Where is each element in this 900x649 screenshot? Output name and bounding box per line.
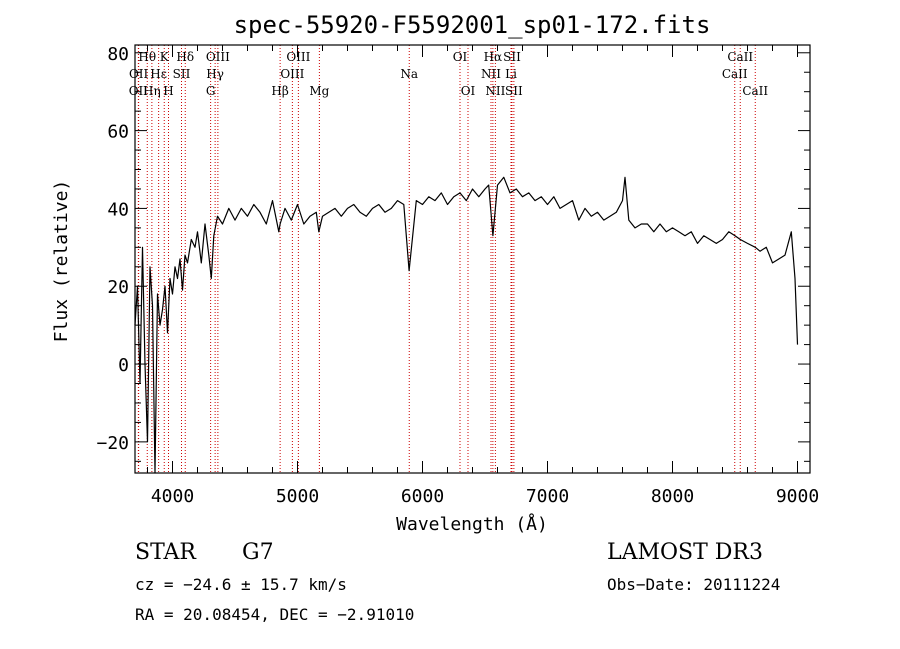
y-tick-label-1: 0 bbox=[118, 355, 129, 376]
spectral-line-label-9: G bbox=[206, 84, 216, 98]
spectral-line-label-20: Hα bbox=[484, 50, 503, 64]
spectral-line-label-21: NII bbox=[485, 84, 505, 98]
spectral-line-label-16: Na bbox=[400, 67, 418, 81]
spectral-line-label-25: CaII bbox=[722, 67, 748, 81]
x-tick-label-2: 6000 bbox=[401, 486, 444, 507]
spectral-line-label-17: OI bbox=[453, 50, 468, 64]
spectral-line-label-6: H bbox=[163, 84, 173, 98]
spectral-line-label-19: NII bbox=[481, 67, 501, 81]
spectral-line-label-10: Hγ bbox=[206, 67, 224, 81]
spectral-line-label-23: SII bbox=[503, 50, 521, 64]
chart-title: spec-55920-F5592001_sp01-172.fits bbox=[234, 11, 711, 39]
spectral-line-label-13: OIII bbox=[280, 67, 304, 81]
spectral-line-label-24: SII bbox=[505, 84, 523, 98]
spectral-line-label-11: OIII bbox=[206, 50, 230, 64]
y-axis-label: Flux (relative) bbox=[51, 180, 72, 343]
y-tick-label-4: 60 bbox=[107, 122, 129, 143]
spectral-line-label-15: Mg bbox=[309, 84, 329, 98]
x-tick-label-4: 8000 bbox=[651, 486, 694, 507]
x-tick-label-0: 4000 bbox=[151, 486, 194, 507]
x-tick-label-5: 9000 bbox=[776, 486, 819, 507]
spectral-line-label-1: OII bbox=[129, 67, 149, 81]
spectral-line-label-14: OIII bbox=[286, 50, 310, 64]
redshift-info: cz = −24.6 ± 15.7 km/s bbox=[135, 575, 347, 594]
spectral-line-label-12: Hβ bbox=[271, 84, 288, 98]
y-tick-label-3: 40 bbox=[107, 199, 129, 220]
spectral-line-label-2: Hθ bbox=[138, 50, 156, 64]
plot-frame bbox=[134, 44, 811, 474]
object-class: STAR bbox=[135, 540, 197, 565]
spectral-line-label-3: Hη bbox=[143, 84, 161, 98]
spectral-line-label-4: Hε bbox=[150, 67, 167, 81]
coordinates-info: RA = 20.08454, DEC = −2.91010 bbox=[135, 605, 414, 624]
spectral-line-label-22: Li bbox=[505, 67, 517, 81]
spectral-line-label-7: SII bbox=[173, 67, 191, 81]
spectral-line-label-26: CaII bbox=[727, 50, 753, 64]
spectrum-line bbox=[134, 176, 799, 474]
spectral-line-label-0: OII bbox=[129, 84, 149, 98]
x-axis-label: Wavelength (Å) bbox=[396, 513, 548, 535]
spectral-line-label-18: OI bbox=[461, 84, 476, 98]
x-tick-label-1: 5000 bbox=[276, 486, 319, 507]
x-tick-label-3: 7000 bbox=[526, 486, 569, 507]
y-tick-label-0: −20 bbox=[96, 433, 129, 454]
spectral-line-label-5: K bbox=[160, 50, 170, 64]
object-subclass: G7 bbox=[242, 540, 274, 565]
spectral-line-label-8: Hδ bbox=[176, 50, 194, 64]
plot-area: 4000 5000 6000 7000 8000 9000−20020406080OIIO… bbox=[96, 44, 819, 507]
observation-date: Obs−Date: 20111224 bbox=[607, 575, 780, 594]
y-tick-label-5: 80 bbox=[107, 44, 129, 65]
spectral-line-label-27: CaII bbox=[742, 84, 768, 98]
y-tick-label-2: 20 bbox=[107, 277, 129, 298]
survey-name: LAMOST DR3 bbox=[607, 540, 763, 565]
